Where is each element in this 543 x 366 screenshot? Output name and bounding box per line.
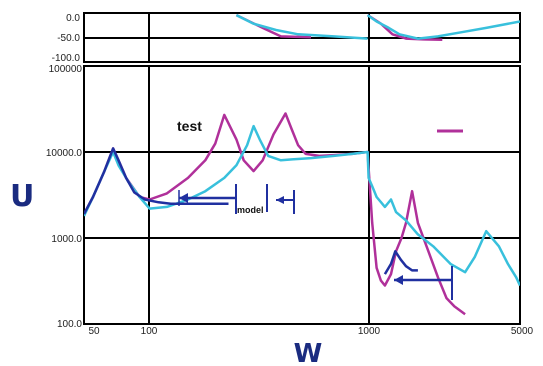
arrow-mid-head (276, 196, 284, 204)
main-series-line-2 (84, 147, 229, 215)
xtick-5000: 5000 (511, 326, 534, 337)
ytick-100: 100.0 (57, 319, 82, 330)
top-ytick-1: -50.0 (57, 33, 80, 44)
top-ytick-labels: 0.0 -50.0 -100.0 (52, 13, 81, 64)
main-xtick-labels: 50 100 1000 5000 (88, 326, 533, 337)
top-series-group (235, 13, 520, 42)
top-series-line-3 (366, 14, 520, 40)
ytick-10000: 10000.0 (46, 148, 83, 159)
main-ytick-labels: 100.0 1000.0 10000.0 100000 (46, 64, 83, 330)
main-panel-gridlines (84, 66, 520, 324)
main-series-group (84, 112, 520, 316)
x-axis-label: W (294, 339, 323, 366)
top-series-line-1 (235, 13, 368, 40)
y-axis-label: U (10, 179, 34, 214)
annotation-model: model (237, 205, 264, 215)
xtick-100: 100 (141, 326, 158, 337)
top-ytick-2: -100.0 (52, 53, 81, 64)
ytick-1000: 1000.0 (51, 234, 82, 245)
main-series-line-1 (84, 124, 520, 287)
ytick-100000: 100000 (49, 64, 83, 75)
xtick-50: 50 (88, 326, 100, 337)
top-ytick-0: 0.0 (66, 13, 80, 24)
xtick-1000: 1000 (358, 326, 381, 337)
main-series-line-3 (383, 250, 418, 275)
arrow-left-head (179, 193, 188, 203)
annotation-arrows (178, 184, 453, 300)
arrow-right-head (394, 275, 403, 285)
legend-label: test (177, 118, 202, 134)
